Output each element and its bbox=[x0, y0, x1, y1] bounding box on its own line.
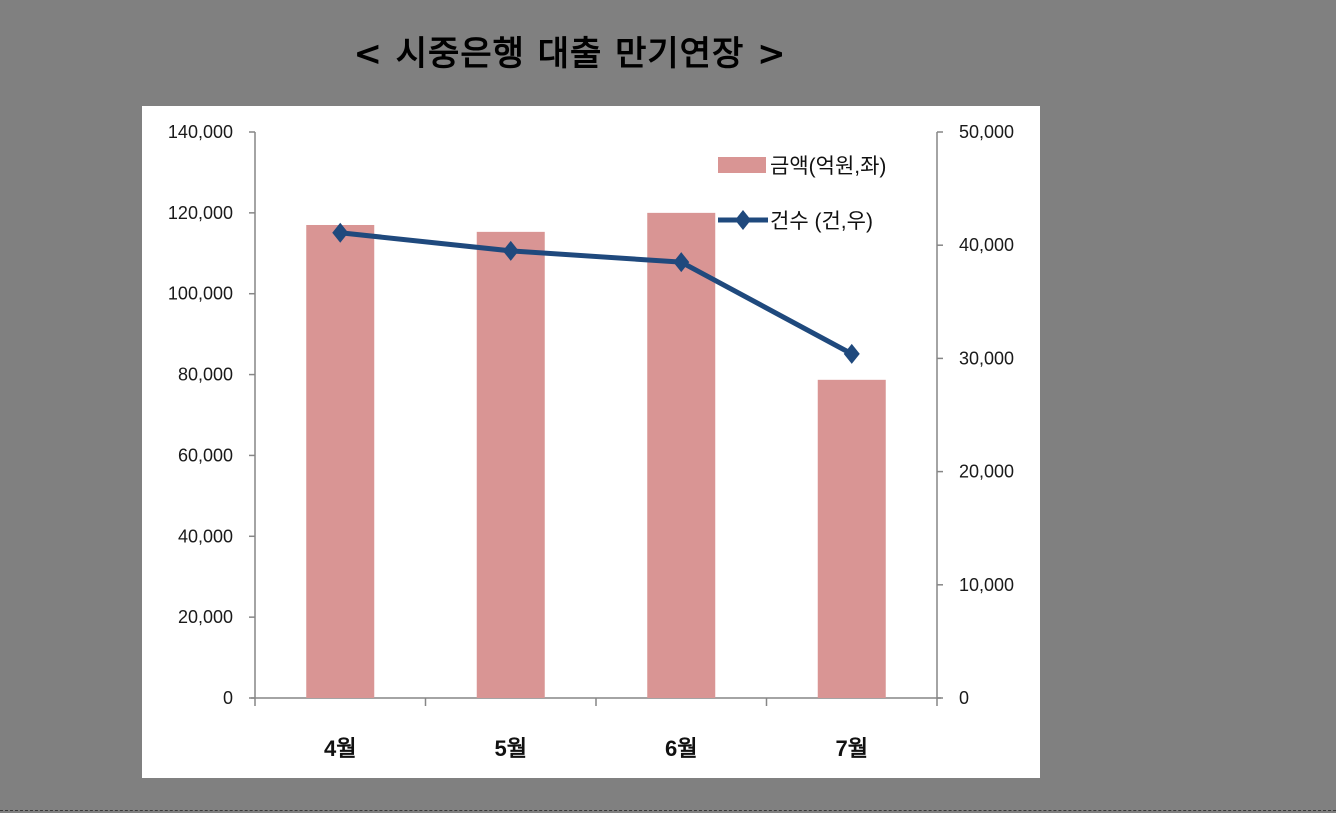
diamond-marker-4 bbox=[843, 343, 860, 364]
x-category-label: 7월 bbox=[836, 736, 868, 761]
chart-title: < 시중은행 대출 만기연장 > bbox=[353, 34, 787, 74]
left-axis-tick-label: 140,000 bbox=[168, 122, 233, 142]
left-axis-tick-label: 120,000 bbox=[168, 203, 233, 223]
right-axis-tick-label: 0 bbox=[959, 688, 969, 708]
left-axis-tick-label: 40,000 bbox=[178, 526, 233, 546]
left-axis-tick-label: 60,000 bbox=[178, 445, 233, 465]
x-category-label: 4월 bbox=[324, 736, 356, 761]
bottom-divider bbox=[0, 810, 1336, 812]
legend-line-label: 건수 (건,우) bbox=[770, 210, 873, 233]
chart-panel: 0 20,000 40,000 60,000 80,000 100,000 120,000 1… bbox=[142, 106, 1040, 778]
left-axis-tick-label: 80,000 bbox=[178, 365, 233, 385]
right-axis-tick-label: 10,000 bbox=[959, 575, 1014, 595]
right-axis-tick-label: 50,000 bbox=[959, 122, 1014, 142]
combo-chart: 0 20,000 40,000 60,000 80,000 100,000 120,000 1… bbox=[168, 122, 1014, 761]
bar-1 bbox=[306, 224, 375, 698]
left-axis-tick-label: 20,000 bbox=[178, 607, 233, 627]
diamond-marker-3 bbox=[673, 252, 690, 273]
right-axis-tick-label: 20,000 bbox=[959, 462, 1014, 482]
diamond-marker-1 bbox=[332, 222, 349, 243]
bar-2 bbox=[476, 231, 545, 698]
diamond-marker-2 bbox=[502, 240, 519, 261]
legend-bar-label: 금액(억원,좌) bbox=[770, 155, 886, 178]
x-category-label: 5월 bbox=[495, 736, 527, 761]
right-axis-tick-label: 30,000 bbox=[959, 348, 1014, 368]
legend-bar-swatch bbox=[718, 157, 766, 173]
bar-3 bbox=[647, 212, 716, 698]
count-line bbox=[339, 230, 853, 357]
right-axis-tick-label: 40,000 bbox=[959, 235, 1014, 255]
left-axis-tick-label: 100,000 bbox=[168, 284, 233, 304]
legend-diamond-icon bbox=[735, 210, 751, 230]
left-axis-tick-label: 0 bbox=[223, 688, 233, 708]
x-category-label: 6월 bbox=[665, 736, 697, 761]
bar-4 bbox=[817, 379, 886, 698]
